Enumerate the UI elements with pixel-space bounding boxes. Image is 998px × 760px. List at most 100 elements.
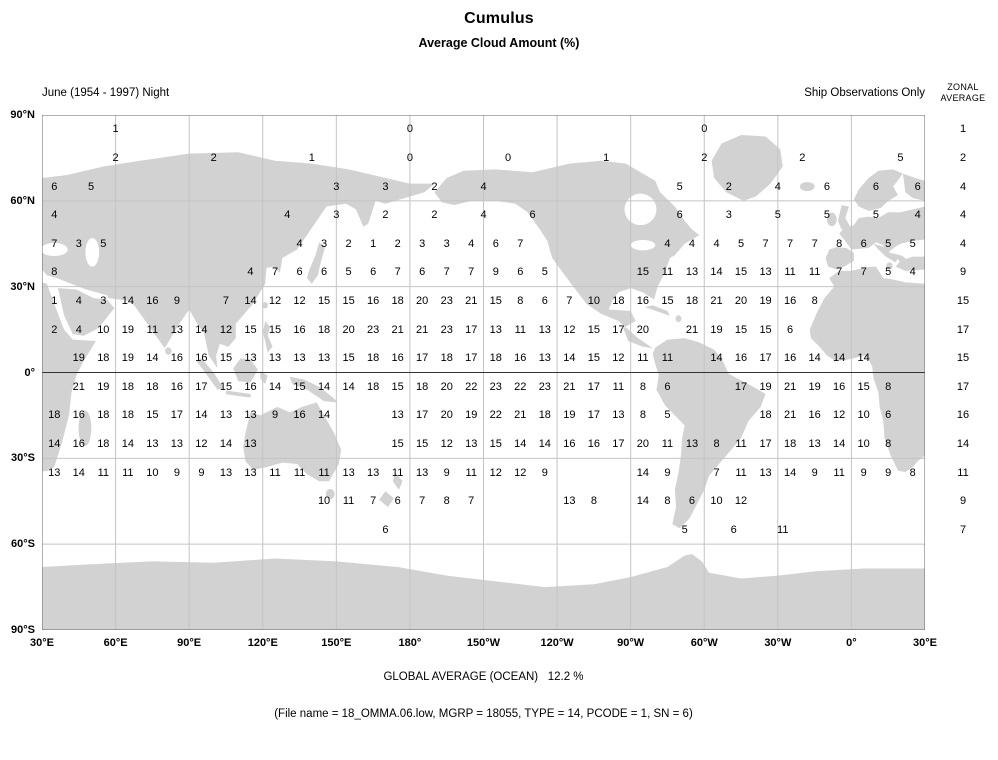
grid-value: 21 bbox=[710, 294, 723, 307]
grid-value: 13 bbox=[808, 438, 821, 451]
grid-value: 2 bbox=[799, 151, 806, 164]
grid-value: 11 bbox=[514, 323, 526, 336]
grid-value: 4 bbox=[713, 237, 720, 250]
grid-value: 14 bbox=[783, 466, 797, 479]
grid-value: 14 bbox=[268, 380, 282, 393]
grid-value: 20 bbox=[734, 294, 748, 307]
grid-value: 16 bbox=[244, 380, 257, 393]
grid-value: 19 bbox=[563, 409, 576, 422]
grid-value: 20 bbox=[636, 323, 650, 336]
grid-value: 17 bbox=[416, 352, 429, 365]
grid-value: 9 bbox=[173, 294, 180, 307]
grid-value: 7 bbox=[394, 266, 401, 279]
grid-value: 15 bbox=[391, 380, 404, 393]
grid-value: 3 bbox=[419, 237, 426, 250]
grid-value: 18 bbox=[759, 409, 772, 422]
landmass-britain bbox=[837, 205, 851, 230]
grid-value: 10 bbox=[857, 409, 870, 422]
grid-value: 14 bbox=[219, 438, 233, 451]
zonal-values: 1 2 4 4 4 9 15 17 15 17 16 14 11 9 7 bbox=[928, 115, 998, 630]
grid-value: 7 bbox=[517, 237, 524, 250]
grid-value: 22 bbox=[465, 380, 478, 393]
grid-value: 10 bbox=[146, 466, 159, 479]
grid-value: 14 bbox=[72, 466, 85, 479]
grid-value: 18 bbox=[612, 294, 625, 307]
file-info-label: (File name = 18_OMMA.06.low, MGRP = 1805… bbox=[274, 708, 693, 720]
grid-value: 15 bbox=[489, 294, 502, 307]
landmass-cuba bbox=[645, 305, 670, 316]
grid-value: 4 bbox=[774, 180, 781, 193]
grid-value: 11 bbox=[342, 495, 355, 508]
grid-value: 8 bbox=[713, 438, 720, 451]
grid-value: 4 bbox=[247, 266, 254, 279]
grid-value: 18 bbox=[783, 438, 797, 451]
caspian-sea bbox=[85, 238, 100, 267]
grid-value: 21 bbox=[416, 323, 429, 336]
grid-value: 5 bbox=[100, 237, 107, 250]
grid-value: 15 bbox=[268, 323, 282, 336]
grid-value: 4 bbox=[664, 237, 671, 250]
grid-value: 12 bbox=[293, 294, 306, 307]
grid-value: 6 bbox=[787, 323, 794, 336]
grid-value: 9 bbox=[860, 466, 867, 479]
grid-value: 18 bbox=[48, 409, 61, 422]
grid-value: 8 bbox=[51, 266, 58, 279]
grid-value: 3 bbox=[725, 209, 732, 222]
grid-value: 6 bbox=[394, 495, 401, 508]
grid-value: 17 bbox=[587, 380, 600, 393]
grid-value: 16 bbox=[367, 294, 380, 307]
lat-axis-label: 30°N bbox=[10, 280, 35, 293]
grid-value: 9 bbox=[492, 266, 499, 279]
grid-value: 13 bbox=[416, 466, 429, 479]
zonal-average-value: 15 bbox=[956, 352, 970, 365]
zonal-average-value: 17 bbox=[956, 380, 970, 393]
grid-value: 17 bbox=[170, 409, 184, 422]
grid-value: 13 bbox=[759, 466, 772, 479]
grid-value: 11 bbox=[637, 352, 649, 365]
grid-value: 7 bbox=[566, 294, 573, 307]
grid-value: 3 bbox=[382, 180, 389, 193]
grid-value: 15 bbox=[342, 352, 355, 365]
grid-value: 19 bbox=[72, 352, 85, 365]
grid-value: 8 bbox=[885, 380, 892, 393]
landmass-sri-lanka bbox=[165, 347, 172, 355]
grid-value: 15 bbox=[146, 409, 159, 422]
grid-value: 12 bbox=[734, 495, 748, 508]
grid-value: 6 bbox=[914, 180, 921, 193]
grid-value: 4 bbox=[480, 180, 487, 193]
grid-value: 2 bbox=[431, 180, 438, 193]
grid-value: 7 bbox=[713, 466, 720, 479]
grid-lines bbox=[42, 115, 925, 630]
grid-value: 3 bbox=[333, 209, 340, 222]
grid-value: 11 bbox=[661, 438, 674, 451]
grid-value: 8 bbox=[443, 495, 450, 508]
grid-value: 1 bbox=[370, 237, 377, 250]
grid-value: 6 bbox=[419, 266, 426, 279]
grid-value: 8 bbox=[517, 294, 524, 307]
zonal-average-value: 2 bbox=[959, 151, 967, 164]
grid-value: 3 bbox=[443, 237, 450, 250]
grid-value: 10 bbox=[710, 495, 723, 508]
grid-value: 15 bbox=[219, 352, 233, 365]
zonal-average-value: 7 bbox=[959, 523, 967, 536]
grid-value: 15 bbox=[661, 294, 674, 307]
grid-value: 14 bbox=[317, 409, 331, 422]
grid-value: 7 bbox=[860, 266, 867, 279]
grid-value: 14 bbox=[195, 323, 208, 336]
landmass-africa-west bbox=[809, 266, 925, 473]
grid-value: 14 bbox=[342, 380, 355, 393]
grid-value: 2 bbox=[210, 151, 217, 164]
grid-value: 10 bbox=[317, 495, 331, 508]
grid-value: 5 bbox=[541, 266, 548, 279]
grid-value: 18 bbox=[97, 352, 110, 365]
lon-axis-label: 60°E bbox=[103, 637, 128, 649]
grid-value: 0 bbox=[406, 123, 413, 136]
grid-value: 8 bbox=[590, 495, 597, 508]
grid-value: 13 bbox=[563, 495, 576, 508]
grid-value: 16 bbox=[195, 352, 208, 365]
landmass-sumatra bbox=[196, 358, 224, 390]
grid-value: 21 bbox=[685, 323, 699, 336]
grid-value: 16 bbox=[783, 294, 797, 307]
landmass-south-america bbox=[652, 338, 766, 529]
